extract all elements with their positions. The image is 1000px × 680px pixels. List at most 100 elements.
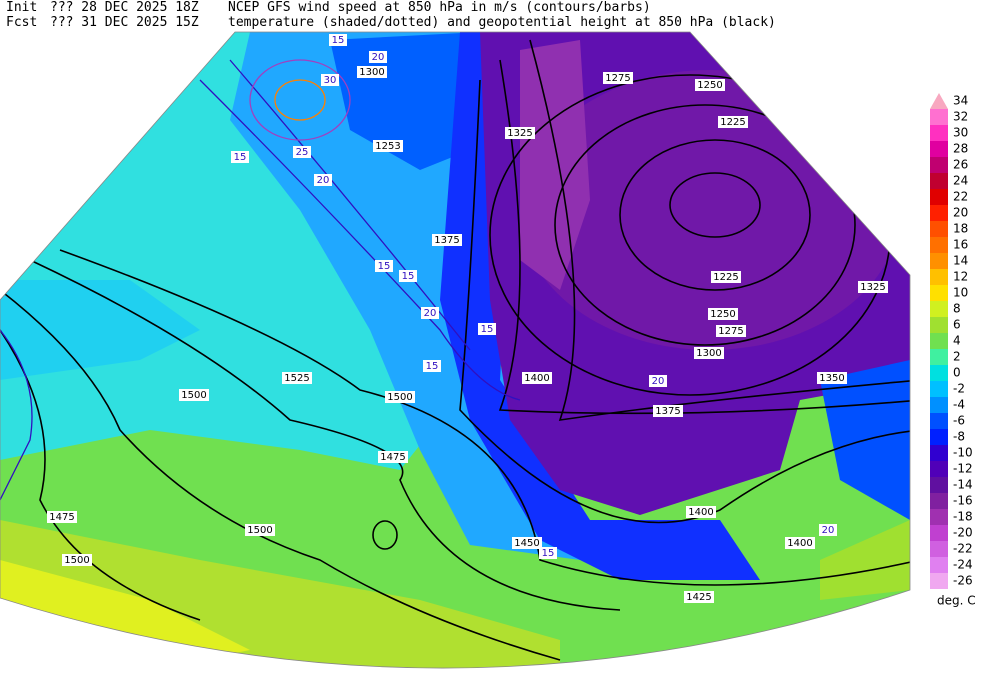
height-label: 1500 [247,525,272,536]
map-frame [0,31,911,669]
contour [0,329,33,501]
label-box [718,116,748,128]
colorbar-label: 34 [953,94,968,108]
colorbar-label: -4 [953,398,965,412]
height-label: 1400 [688,507,713,518]
colorbar-box [930,237,948,253]
label-box [369,51,387,63]
colorbar-label: -26 [953,574,973,588]
colorbar-label: 24 [953,174,968,188]
label-box [505,127,535,139]
colorbar-label: 4 [953,334,961,348]
colorbar-box [930,573,948,589]
label-box [512,537,542,549]
height-label: 1250 [710,309,735,320]
label-box [357,66,387,78]
wind-label: 15 [378,261,391,272]
height-label: 1275 [718,326,743,337]
label-box [711,271,741,283]
height-contours [0,39,910,661]
contour [372,520,398,550]
label-box [231,151,249,163]
colorbar-box [930,205,948,221]
height-label: 1350 [819,373,844,384]
height-label: 1400 [524,373,549,384]
colorbar-box [930,557,948,573]
colorbar-label: 20 [953,206,968,220]
colorbar-label: -10 [953,446,973,460]
colorbar-box [930,301,948,317]
label-box [695,79,725,91]
label-box [385,391,415,403]
wind-label: 15 [332,35,345,46]
wind-label: 15 [542,548,555,559]
wind-label: 30 [324,75,337,86]
colorbar-box [930,541,948,557]
label-box [716,325,746,337]
colorbar-box [930,189,948,205]
colorbar-box [930,253,948,269]
label-box [62,554,92,566]
label-box [179,389,209,401]
colorbar-label: -8 [953,430,965,444]
contour [0,289,561,661]
init-label: Init [6,0,37,15]
colorbar-box [930,477,948,493]
colorbar-label: 12 [953,270,968,284]
label-box [314,174,332,186]
wind-label: 20 [652,376,665,387]
colorbar-label: -2 [953,382,965,396]
label-box [329,34,347,46]
height-label: 1450 [514,538,539,549]
colorbar-label: 22 [953,190,968,204]
contour [249,59,351,141]
colorbar-label: 16 [953,238,968,252]
colorbar-box [930,461,948,477]
contour [529,39,910,421]
label-box [817,372,847,384]
contour [554,104,856,346]
height-label: 1475 [49,512,74,523]
colorbar-label: 32 [953,110,968,124]
contour [199,79,521,401]
label-box [694,347,724,359]
contour-labels: 1225 1250 1275 1225 1250 1275 1300 1325 1350 1375… [47,34,888,603]
temperature-shading [0,32,910,669]
wind-label: 15 [426,361,439,372]
height-label: 1225 [720,117,745,128]
colorbar-box [930,509,948,525]
fcst-label: Fcst [6,15,37,30]
colorbar-label: -24 [953,558,973,572]
colorbar-box [930,365,948,381]
height-label: 1253 [375,141,400,152]
height-label: 1400 [787,538,812,549]
colorbar-label: 30 [953,126,968,140]
colorbar-label: -16 [953,494,973,508]
label-box [686,506,716,518]
colorbar-box [930,349,948,365]
colorbar-label: -6 [953,414,965,428]
colorbar-label: 0 [953,366,961,380]
colorbar-box [930,141,948,157]
colorbar-label: -22 [953,542,973,556]
contour [29,259,621,611]
height-label: 1500 [64,555,89,566]
colorbar-box [930,125,948,141]
wind-label: 15 [481,324,494,335]
colorbar-label: 28 [953,142,968,156]
colorbar-box [930,157,948,173]
contour [274,79,326,121]
colorbar-cap [930,93,948,109]
title-line2: temperature (shaded/dotted) and geopoten… [228,15,776,30]
label-box [282,372,312,384]
label-box [708,308,738,320]
label-box [432,234,462,246]
label-box [375,260,393,272]
colorbar-label: 8 [953,302,961,316]
shade-green-e [820,520,910,600]
colorbar: 3432302826242220181614121086420-2-4-6-8-… [930,93,973,589]
colorbar-box [930,221,948,237]
label-box [539,547,557,559]
shade-cyan2 [0,280,200,380]
